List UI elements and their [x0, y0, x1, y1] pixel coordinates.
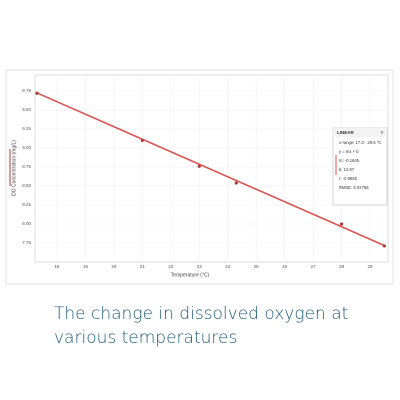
fit-stat: r: -0.9965: [339, 176, 358, 181]
x-tick-label: 18: [54, 264, 60, 269]
x-tick-label: 27: [311, 264, 317, 269]
y-tick-label: 9.50: [22, 107, 31, 112]
caption: The change in dissolved oxygen at variou…: [54, 304, 349, 348]
y-tick-label: 9.25: [22, 126, 31, 131]
y-tick-label: 8.75: [22, 164, 31, 169]
fit-stat: x-range: 17.3 - 29.5 °C: [339, 140, 381, 145]
plot-area: [34, 74, 389, 263]
x-tick-label: 24: [225, 264, 231, 269]
data-point: [197, 164, 201, 168]
fit-box: [332, 127, 388, 206]
y-tick-label: 8.00: [22, 221, 31, 226]
data-point: [382, 244, 386, 248]
x-axis-label: Temperature (°C): [171, 272, 210, 278]
fit-stat: m: -0.1645: [339, 158, 360, 163]
y-axis-label: DO Concentration (mg/L): [11, 140, 17, 196]
data-point: [339, 222, 344, 226]
x-tick-label: 23: [197, 264, 203, 269]
y-tick-label: 8.25: [22, 202, 31, 207]
y-tick-label: 7.75: [22, 240, 31, 245]
x-tick-label: 28: [339, 264, 345, 269]
fit-stat: RMSE: 0.02756: [339, 185, 369, 190]
data-point: [35, 91, 39, 95]
x-tick-label: 20: [111, 264, 117, 269]
fit-box-header: [333, 128, 387, 137]
fit-line: [36, 92, 385, 247]
x-tick-label: 19: [83, 264, 89, 269]
fit-title: LINEAR: [337, 130, 355, 135]
x-tick-label: 22: [168, 264, 174, 269]
y-tick-label: 9.00: [22, 145, 31, 150]
data-point: [140, 138, 144, 142]
fit-close[interactable]: ×: [380, 131, 384, 137]
fit-stat: b: 12.57: [339, 167, 355, 172]
fit-stat: y = mx + b: [339, 149, 359, 154]
x-tick-label: 21: [140, 264, 146, 269]
x-tick-label: 26: [282, 264, 288, 269]
x-tick-label: 25: [254, 264, 260, 269]
y-tick-label: 8.50: [22, 183, 31, 188]
x-tick-label: 29: [368, 264, 374, 269]
y-tick-label: 9.75: [22, 88, 31, 93]
data-point: [234, 181, 238, 185]
